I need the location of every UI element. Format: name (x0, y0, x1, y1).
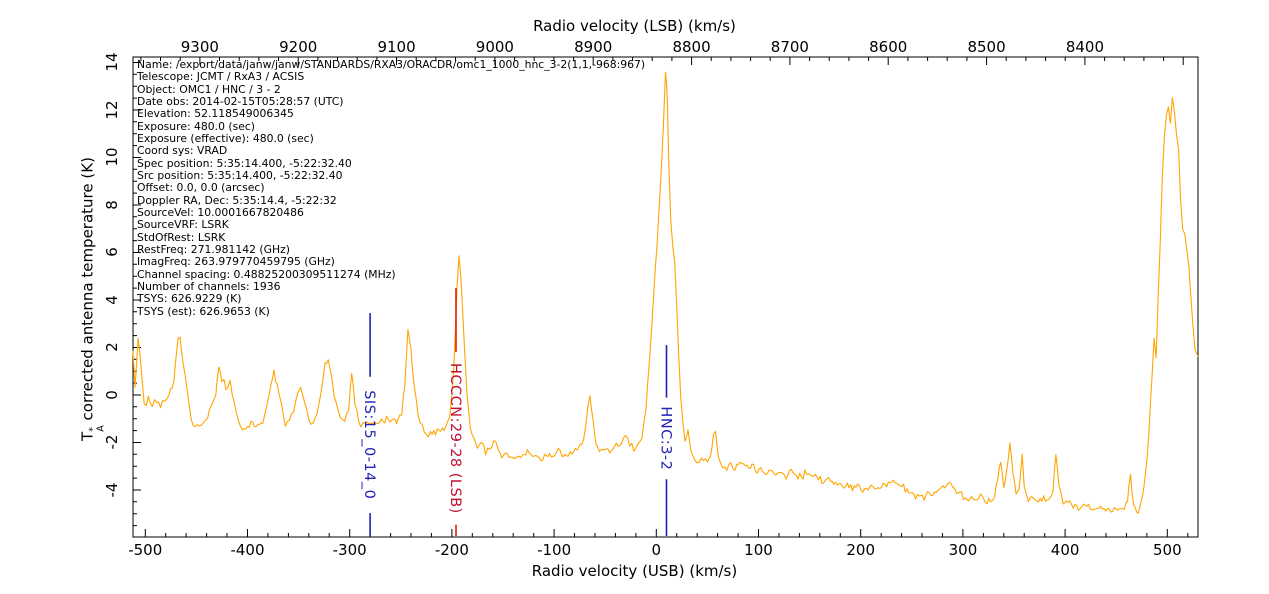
y-axis-title: T * A corrected antenna temperature (K) (78, 157, 107, 441)
top-axis-tick-label: 8900 (574, 38, 613, 56)
metadata-line: Date obs: 2014-02-15T05:28:57 (UTC) (137, 94, 344, 108)
y-axis-tick-label: 6 (103, 247, 121, 258)
top-axis-tick-label: 8800 (672, 38, 711, 56)
bottom-axis-tick-label: -300 (332, 541, 367, 559)
metadata-line: Coord sys: VRAD (137, 144, 228, 158)
top-axis-tick-label: 9300 (180, 38, 219, 56)
y-axis-title-symbol: T * A (78, 425, 107, 441)
metadata-line: TSYS: 626.9229 (K) (137, 292, 242, 306)
y-axis-tick-label: 4 (103, 295, 121, 305)
metadata-line: Doppler RA, Dec: 5:35:14.4, -5:22:32 (137, 193, 337, 207)
bottom-axis-tick-label: -400 (230, 541, 265, 559)
metadata-line: Exposure: 480.0 (sec) (137, 119, 256, 133)
line-marker-label: HNC:3-2 (658, 406, 674, 470)
bottom-axis-tick-label: 500 (1153, 541, 1182, 559)
metadata-line: Spec position: 5:35:14.400, -5:22:32.40 (137, 156, 352, 170)
bottom-axis-tick-label: 0 (651, 541, 662, 559)
y-axis-tick-label: 0 (103, 390, 121, 400)
top-axis-tick-label: 9000 (475, 38, 514, 56)
metadata-overlay: Name: /export/data/janw/janw/STANDARDS/R… (137, 58, 646, 318)
y-axis-tick-label: 12 (103, 100, 121, 120)
bottom-axis-tick-label: 200 (846, 541, 876, 559)
metadata-line: ImagFreq: 263.979770459795 (GHz) (137, 255, 335, 269)
metadata-line: SourceVel: 10.0001667820486 (137, 205, 304, 219)
bottom-axis-tick-label: 300 (948, 541, 978, 559)
y-axis-tick-label: 8 (103, 200, 121, 210)
metadata-line: Number of channels: 1936 (137, 279, 281, 293)
bottom-axis-tick-label: -200 (434, 541, 469, 559)
bottom-axis-title: Radio velocity (USB) (km/s) (531, 562, 738, 580)
metadata-line: Offset: 0.0, 0.0 (arcsec) (137, 181, 265, 195)
top-axis-tick-label: 8500 (967, 38, 1006, 56)
bottom-axis-tick-label: -500 (128, 541, 163, 559)
y-axis-tick-label: 2 (103, 342, 121, 353)
metadata-line: Exposure (effective): 480.0 (sec) (137, 131, 314, 145)
metadata-line: Telescope: JCMT / RxA3 / ACSIS (137, 70, 305, 84)
top-axis-title: Radio velocity (LSB) (km/s) (533, 17, 736, 35)
metadata-line: Name: /export/data/janw/janw/STANDARDS/R… (137, 58, 646, 71)
spectrum-line (132, 71, 1199, 514)
line-marker-label: HCCCN:29-28 (LSB) (447, 363, 463, 514)
metadata-line: Object: OMC1 / HNC / 3 - 2 (137, 82, 281, 96)
metadata-line: Src position: 5:35:14.400, -5:22:32.40 (137, 168, 343, 182)
metadata-line: TSYS (est): 626.9653 (K) (137, 304, 270, 318)
metadata-line: Elevation: 52.118549006345 (137, 107, 294, 121)
top-axis-tick-label: 8400 (1065, 38, 1104, 56)
y-axis-tick-label: -4 (103, 482, 121, 498)
metadata-line: RestFreq: 271.981142 (GHz) (137, 242, 290, 256)
metadata-line: StdOfRest: LSRK (137, 230, 226, 244)
y-axis-tick-label: 14 (103, 52, 121, 72)
metadata-line: SourceVRF: LSRK (137, 218, 229, 232)
y-axis-tick-label: -2 (103, 434, 121, 450)
top-axis-tick-label: 9200 (279, 38, 318, 56)
metadata-line: Channel spacing: 0.48825200309511274 (MH… (137, 267, 396, 281)
y-axis-tick-label: 10 (103, 147, 121, 167)
top-axis-tick-label: 9100 (377, 38, 416, 56)
top-axis-tick-label: 8600 (869, 38, 908, 56)
line-marker-label: SIS:15_0-14_0 (361, 390, 377, 499)
bottom-axis-tick-label: 100 (744, 541, 773, 559)
plot-frame-and-ticks (132, 56, 1199, 538)
top-axis-tick-label: 8700 (770, 38, 809, 56)
y-axis-title-text: corrected antenna temperature (K) (78, 157, 97, 421)
bottom-axis-tick-label: 400 (1050, 541, 1080, 559)
bottom-axis-tick-label: -100 (537, 541, 572, 559)
